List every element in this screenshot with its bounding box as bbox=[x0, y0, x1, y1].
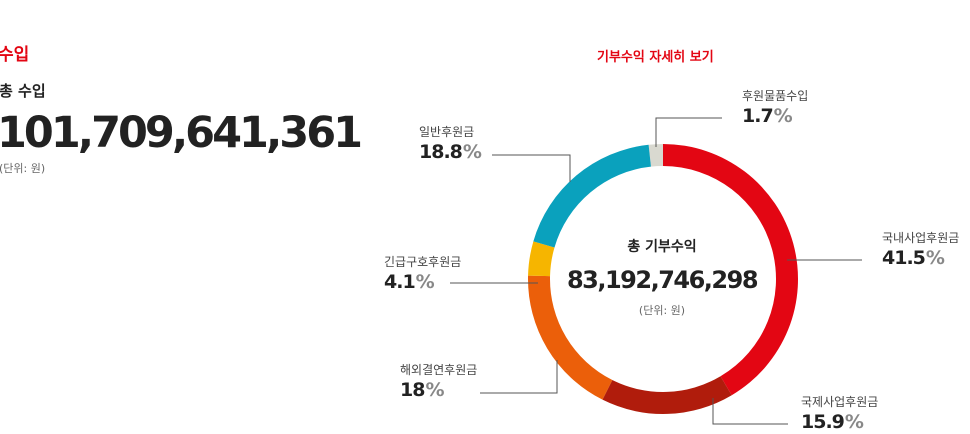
callout-domestic: 국내사업후원금 41.5% bbox=[882, 230, 959, 270]
leader-line-international bbox=[712, 398, 788, 425]
callout-label: 국내사업후원금 bbox=[882, 231, 960, 245]
donut-slice-2 bbox=[602, 376, 732, 414]
callout-general: 일반후원금 18.8% bbox=[419, 124, 482, 164]
income-section-title: 수입 bbox=[0, 45, 30, 65]
callout-overseas: 해외결연후원금 18% bbox=[400, 362, 477, 402]
donut-slice-0 bbox=[648, 144, 663, 167]
callout-goods: 후원물품수입 1.7% bbox=[742, 88, 808, 128]
callout-percent: 18% bbox=[400, 379, 445, 401]
donut-slice-1 bbox=[663, 144, 798, 396]
donut-slice-3 bbox=[528, 275, 613, 400]
callout-emergency: 긴급구호후원금 4.1% bbox=[384, 254, 461, 294]
callout-label: 긴급구호후원금 bbox=[384, 255, 462, 269]
donut-slice-4 bbox=[528, 241, 555, 277]
total-income-value: 101,709,641,361 bbox=[0, 108, 363, 158]
donut-center-unit: (단위: 원) bbox=[638, 304, 686, 317]
callout-percent: 1.7% bbox=[742, 105, 793, 127]
donut-slice-5 bbox=[533, 144, 651, 248]
callout-label: 해외결연후원금 bbox=[400, 363, 478, 377]
callout-percent: 41.5% bbox=[882, 247, 945, 269]
callout-percent: 15.9% bbox=[801, 411, 864, 433]
callout-international: 국제사업후원금 15.9% bbox=[801, 394, 878, 434]
total-income-label: 총 수입 bbox=[0, 82, 46, 100]
callout-percent: 4.1% bbox=[384, 271, 435, 293]
leader-line-goods bbox=[655, 117, 722, 147]
callout-label: 일반후원금 bbox=[419, 125, 475, 139]
leader-line-overseas bbox=[480, 360, 558, 394]
callout-label: 후원물품수입 bbox=[742, 89, 809, 103]
donut-center-label: 총 기부수익 bbox=[627, 239, 697, 255]
donut-center-value: 83,192,746,298 bbox=[566, 266, 759, 294]
leader-line-general bbox=[492, 154, 571, 182]
callout-label: 국제사업후원금 bbox=[801, 395, 879, 409]
donation-detail-link[interactable]: 기부수익 자세히 보기 bbox=[597, 50, 714, 65]
income-unit-note: (단위: 원) bbox=[0, 162, 46, 175]
callout-percent: 18.8% bbox=[419, 141, 482, 163]
